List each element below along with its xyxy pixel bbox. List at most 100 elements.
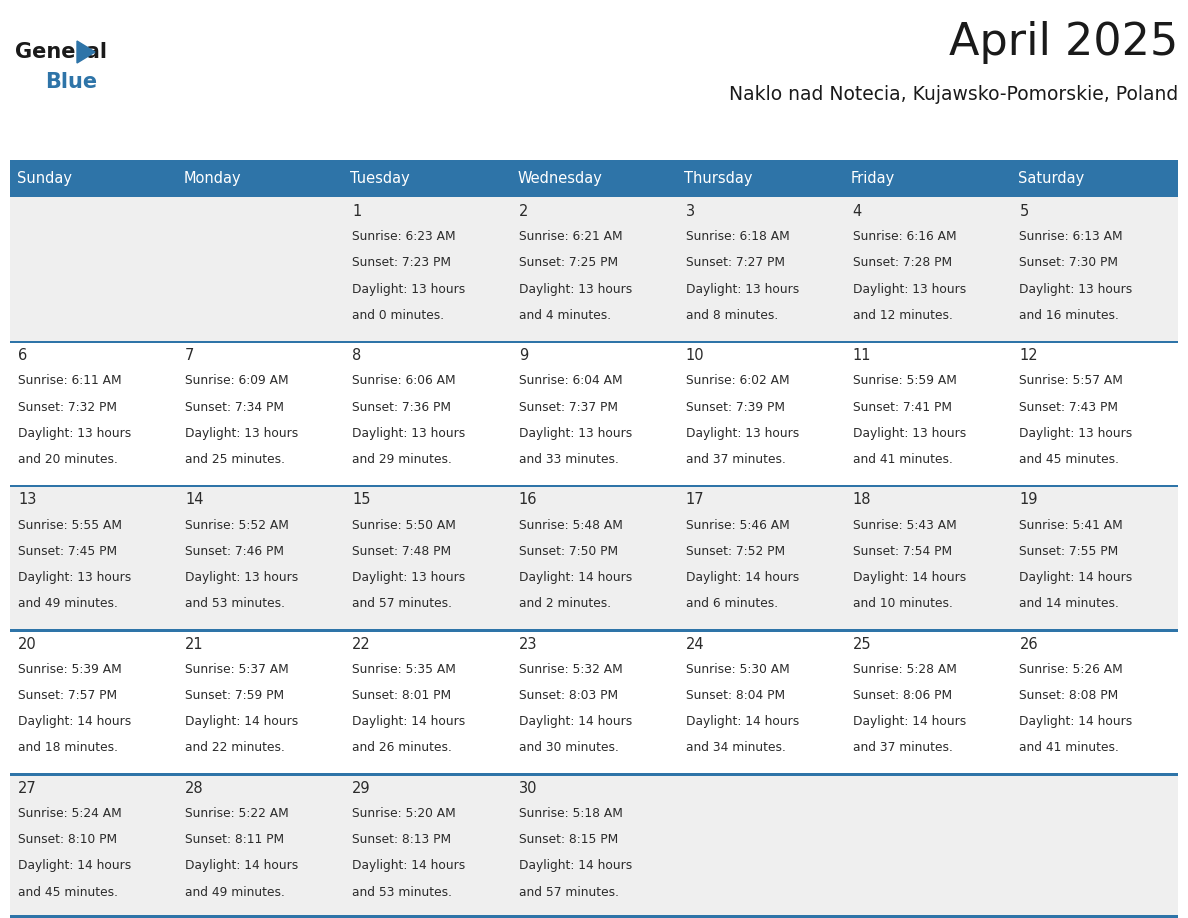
Text: 29: 29 xyxy=(352,781,371,796)
Text: Sunrise: 5:32 AM: Sunrise: 5:32 AM xyxy=(519,663,623,676)
Text: and 37 minutes.: and 37 minutes. xyxy=(853,742,953,755)
Text: 2: 2 xyxy=(519,204,529,219)
Text: and 41 minutes.: and 41 minutes. xyxy=(1019,742,1119,755)
Text: and 57 minutes.: and 57 minutes. xyxy=(352,598,453,610)
Text: Sunrise: 5:24 AM: Sunrise: 5:24 AM xyxy=(18,807,122,820)
Text: Daylight: 14 hours: Daylight: 14 hours xyxy=(519,571,632,584)
Text: Sunset: 7:41 PM: Sunset: 7:41 PM xyxy=(853,400,952,414)
Bar xyxy=(10,160,177,197)
Text: Daylight: 13 hours: Daylight: 13 hours xyxy=(185,571,298,584)
Text: and 8 minutes.: and 8 minutes. xyxy=(685,308,778,322)
Text: Daylight: 13 hours: Daylight: 13 hours xyxy=(685,427,800,440)
Text: 9: 9 xyxy=(519,348,529,364)
Text: 24: 24 xyxy=(685,636,704,652)
Text: Sunset: 7:59 PM: Sunset: 7:59 PM xyxy=(185,689,284,702)
Bar xyxy=(10,629,1178,632)
Text: Sunset: 7:34 PM: Sunset: 7:34 PM xyxy=(185,400,284,414)
Text: Daylight: 13 hours: Daylight: 13 hours xyxy=(185,427,298,440)
Text: Sunset: 8:10 PM: Sunset: 8:10 PM xyxy=(18,834,118,846)
Text: 30: 30 xyxy=(519,781,537,796)
Text: Naklo nad Notecia, Kujawsko-Pomorskie, Poland: Naklo nad Notecia, Kujawsko-Pomorskie, P… xyxy=(728,85,1178,105)
Bar xyxy=(177,160,343,197)
Text: and 18 minutes.: and 18 minutes. xyxy=(18,742,119,755)
Bar xyxy=(10,485,1178,487)
Text: and 45 minutes.: and 45 minutes. xyxy=(18,886,119,899)
Text: and 33 minutes.: and 33 minutes. xyxy=(519,453,619,466)
Text: Sunset: 7:54 PM: Sunset: 7:54 PM xyxy=(853,545,952,558)
Text: 6: 6 xyxy=(18,348,27,364)
Text: Sunrise: 5:52 AM: Sunrise: 5:52 AM xyxy=(185,519,289,532)
Text: Daylight: 14 hours: Daylight: 14 hours xyxy=(185,715,298,728)
Text: and 20 minutes.: and 20 minutes. xyxy=(18,453,119,466)
Text: Sunset: 7:39 PM: Sunset: 7:39 PM xyxy=(685,400,785,414)
Text: 27: 27 xyxy=(18,781,37,796)
Text: 19: 19 xyxy=(1019,492,1038,508)
Text: Blue: Blue xyxy=(45,72,97,92)
Text: and 53 minutes.: and 53 minutes. xyxy=(185,598,285,610)
Bar xyxy=(845,160,1011,197)
Text: April 2025: April 2025 xyxy=(949,20,1178,63)
Text: 21: 21 xyxy=(185,636,204,652)
Text: and 14 minutes.: and 14 minutes. xyxy=(1019,598,1119,610)
Text: and 4 minutes.: and 4 minutes. xyxy=(519,308,611,322)
Text: Sunrise: 6:09 AM: Sunrise: 6:09 AM xyxy=(185,375,289,387)
Text: and 34 minutes.: and 34 minutes. xyxy=(685,742,785,755)
Text: Daylight: 13 hours: Daylight: 13 hours xyxy=(1019,427,1132,440)
Text: Sunset: 7:28 PM: Sunset: 7:28 PM xyxy=(853,256,952,270)
Bar xyxy=(1011,160,1178,197)
Bar xyxy=(343,160,511,197)
Bar xyxy=(10,197,1178,341)
Text: Daylight: 14 hours: Daylight: 14 hours xyxy=(18,859,132,872)
Text: 5: 5 xyxy=(1019,204,1029,219)
Text: Daylight: 13 hours: Daylight: 13 hours xyxy=(519,283,632,296)
Text: Tuesday: Tuesday xyxy=(350,171,410,186)
Text: Sunset: 8:06 PM: Sunset: 8:06 PM xyxy=(853,689,952,702)
Text: Daylight: 13 hours: Daylight: 13 hours xyxy=(1019,283,1132,296)
Text: 4: 4 xyxy=(853,204,861,219)
Text: Sunrise: 6:02 AM: Sunrise: 6:02 AM xyxy=(685,375,789,387)
Text: Sunrise: 6:18 AM: Sunrise: 6:18 AM xyxy=(685,230,790,243)
Text: Sunrise: 5:30 AM: Sunrise: 5:30 AM xyxy=(685,663,790,676)
Text: Daylight: 14 hours: Daylight: 14 hours xyxy=(1019,571,1132,584)
Text: Sunrise: 5:26 AM: Sunrise: 5:26 AM xyxy=(1019,663,1123,676)
Text: 16: 16 xyxy=(519,492,537,508)
Text: Sunset: 7:32 PM: Sunset: 7:32 PM xyxy=(18,400,118,414)
Text: Sunset: 8:13 PM: Sunset: 8:13 PM xyxy=(352,834,451,846)
Text: Sunrise: 6:23 AM: Sunrise: 6:23 AM xyxy=(352,230,456,243)
Text: and 16 minutes.: and 16 minutes. xyxy=(1019,308,1119,322)
Text: and 30 minutes.: and 30 minutes. xyxy=(519,742,619,755)
Text: Daylight: 13 hours: Daylight: 13 hours xyxy=(352,283,466,296)
Text: Sunset: 7:36 PM: Sunset: 7:36 PM xyxy=(352,400,451,414)
Text: Sunset: 7:25 PM: Sunset: 7:25 PM xyxy=(519,256,618,270)
Text: and 57 minutes.: and 57 minutes. xyxy=(519,886,619,899)
Text: Wednesday: Wednesday xyxy=(517,171,602,186)
Text: Sunrise: 5:22 AM: Sunrise: 5:22 AM xyxy=(185,807,289,820)
Text: Sunrise: 5:37 AM: Sunrise: 5:37 AM xyxy=(185,663,289,676)
Text: 22: 22 xyxy=(352,636,371,652)
Text: Sunset: 7:23 PM: Sunset: 7:23 PM xyxy=(352,256,451,270)
Text: Sunset: 8:11 PM: Sunset: 8:11 PM xyxy=(185,834,284,846)
Text: Daylight: 14 hours: Daylight: 14 hours xyxy=(519,715,632,728)
Text: Sunset: 7:55 PM: Sunset: 7:55 PM xyxy=(1019,545,1119,558)
Bar xyxy=(10,630,1178,774)
Text: 8: 8 xyxy=(352,348,361,364)
Text: Sunrise: 6:21 AM: Sunrise: 6:21 AM xyxy=(519,230,623,243)
Text: Sunrise: 5:43 AM: Sunrise: 5:43 AM xyxy=(853,519,956,532)
Text: Daylight: 13 hours: Daylight: 13 hours xyxy=(853,427,966,440)
Text: 13: 13 xyxy=(18,492,37,508)
Text: Sunset: 8:15 PM: Sunset: 8:15 PM xyxy=(519,834,618,846)
Text: Sunset: 8:04 PM: Sunset: 8:04 PM xyxy=(685,689,785,702)
Text: 20: 20 xyxy=(18,636,37,652)
Text: 10: 10 xyxy=(685,348,704,364)
Bar xyxy=(10,486,1178,630)
Text: Daylight: 14 hours: Daylight: 14 hours xyxy=(185,859,298,872)
Text: General: General xyxy=(15,42,107,62)
Bar xyxy=(10,341,1178,343)
Text: 7: 7 xyxy=(185,348,195,364)
Text: 25: 25 xyxy=(853,636,871,652)
Text: Daylight: 13 hours: Daylight: 13 hours xyxy=(18,427,132,440)
Text: Daylight: 13 hours: Daylight: 13 hours xyxy=(18,571,132,584)
Text: and 37 minutes.: and 37 minutes. xyxy=(685,453,785,466)
Text: and 53 minutes.: and 53 minutes. xyxy=(352,886,453,899)
Text: Sunset: 7:45 PM: Sunset: 7:45 PM xyxy=(18,545,118,558)
